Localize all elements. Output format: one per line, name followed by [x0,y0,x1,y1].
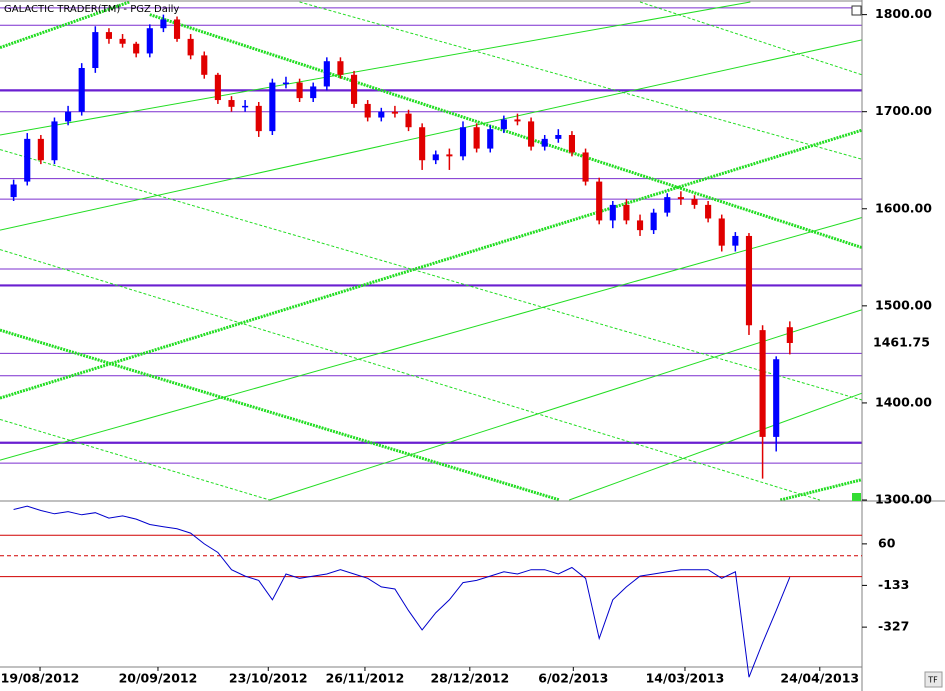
candle-body [350,74,358,104]
candle-body [24,138,31,182]
candle-body [51,121,58,161]
candle-body [677,197,684,200]
candle-body [364,103,371,118]
candle-body [459,127,467,157]
candle-body [37,138,44,161]
candle-body [636,220,644,231]
candle-body [323,61,330,87]
candle-body [310,86,317,99]
candle-body [745,235,753,326]
candle-body [242,105,249,108]
candle-body [214,74,221,101]
candle-body [432,154,439,161]
trend-line [569,392,863,501]
candle-body [664,197,671,213]
candle-body [773,359,780,437]
x-tick-label: 20/09/2012 [119,671,198,686]
candle-body [146,28,153,54]
candle-body [500,119,507,130]
trend-line [0,328,561,502]
candle-body [650,212,657,231]
x-tick-label: 23/10/2012 [229,671,308,686]
candle-body [759,330,766,437]
candle-body [691,199,698,205]
y-tick-label: 1300.00 [875,492,932,507]
trend-line [0,249,820,501]
candle-body [446,154,453,157]
candle-body [10,184,17,198]
trend-line [0,39,863,231]
tf-button-label[interactable]: TF [927,676,938,685]
candle-body [282,82,290,85]
candle-body [105,32,113,39]
y-tick-label: 1600.00 [875,200,932,215]
y-tick-label: 1500.00 [875,297,932,312]
candle-body [296,82,303,99]
candle-body [337,61,344,75]
candle-body [173,19,181,39]
candle-body [609,204,616,221]
candle-body [378,111,385,118]
candle-body [541,138,548,147]
y-tick-label: 1800.00 [875,6,932,21]
oscillator-line [13,505,791,678]
candle-body [786,327,793,343]
trend-line [0,0,130,50]
candle-body [582,152,589,182]
candle-body [255,105,262,132]
candle-body [487,129,494,149]
candle-body [92,32,99,69]
price-label: 1461.75 [873,334,930,349]
candle-body [473,127,480,149]
osc-tick-label: -327 [878,619,909,634]
candle-body [514,119,521,122]
candle-body [705,204,712,219]
trend-line [639,1,863,76]
candle-body [160,19,167,29]
candle-body [187,38,194,56]
candle-body [65,111,72,122]
panel-marker [852,493,861,501]
y-tick-label: 1700.00 [875,103,932,118]
trend-line [149,13,863,250]
candle-body [732,235,739,246]
candle-body [718,218,725,246]
plot-area [0,0,863,502]
trend-line [0,418,270,501]
candle-body [201,55,208,75]
candle-body [269,82,276,132]
x-tick-label: 26/11/2012 [326,671,405,686]
x-tick-label: 24/04/2013 [780,671,859,686]
x-tick-label: 28/12/2012 [430,671,509,686]
chart-title: GALACTIC TRADER(TM) - PGZ Daily [4,4,179,15]
y-tick-label: 1400.00 [875,394,932,409]
x-tick-label: 19/08/2012 [1,671,80,686]
candle-body [555,134,562,139]
candle-body [405,113,412,128]
osc-tick-label: 60 [878,535,896,550]
tf-button[interactable] [924,671,943,688]
candle-body [391,111,398,114]
candle-body [419,127,426,161]
trend-line [0,217,863,461]
candle-body [528,121,535,147]
candle-body [623,204,630,221]
x-tick-label: 14/03/2013 [646,671,725,686]
trend-line [299,1,863,160]
trend-line [0,1,751,136]
trend-line [0,128,863,400]
osc-tick-label: -133 [878,577,909,592]
candle-body [228,100,235,107]
panel-icon[interactable] [851,5,862,16]
candle-body [596,181,603,221]
candle-body [133,43,140,54]
x-tick-label: 6/02/2013 [538,671,608,686]
candle-body [119,38,126,44]
trend-line [779,478,863,502]
candle-body [78,68,85,112]
candle-body [568,134,576,153]
